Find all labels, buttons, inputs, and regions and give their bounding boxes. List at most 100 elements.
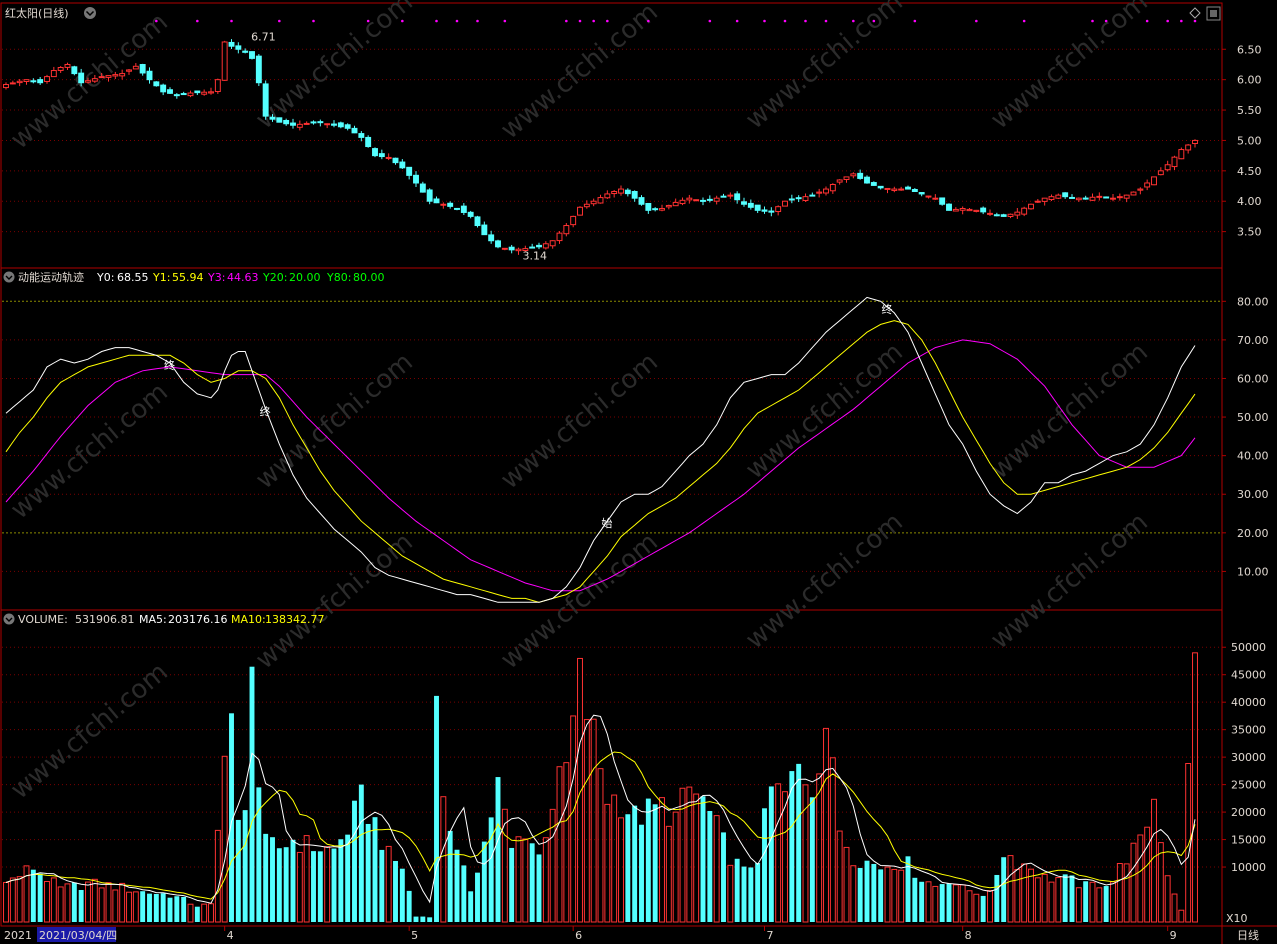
candle[interactable]: [317, 119, 324, 127]
volume-bar[interactable]: [187, 903, 194, 923]
volume-bar[interactable]: [1014, 868, 1021, 923]
candle[interactable]: [816, 188, 823, 198]
volume-bar[interactable]: [413, 916, 419, 922]
volume-bar[interactable]: [529, 843, 535, 922]
volume-bar[interactable]: [755, 863, 761, 922]
candle[interactable]: [85, 77, 91, 84]
volume-bar[interactable]: [809, 797, 815, 922]
volume-bar[interactable]: [693, 793, 700, 923]
candle[interactable]: [665, 204, 672, 210]
candle[interactable]: [1151, 176, 1157, 186]
volume-bar[interactable]: [632, 805, 638, 922]
volume-bar[interactable]: [871, 863, 877, 922]
volume-bar[interactable]: [864, 860, 870, 922]
candle[interactable]: [1069, 194, 1075, 199]
volume-bar[interactable]: [126, 891, 132, 923]
candle[interactable]: [501, 247, 508, 251]
candle[interactable]: [788, 194, 795, 204]
candle[interactable]: [836, 179, 843, 185]
volume-bar[interactable]: [1034, 877, 1041, 923]
candle[interactable]: [870, 181, 877, 186]
candle[interactable]: [406, 166, 413, 180]
volume-bar[interactable]: [665, 825, 672, 923]
volume-bar[interactable]: [475, 872, 480, 922]
candle[interactable]: [208, 87, 214, 95]
volume-bar[interactable]: [201, 903, 208, 923]
volume-bar[interactable]: [932, 885, 939, 923]
volume-bar[interactable]: [1123, 863, 1130, 923]
candle[interactable]: [515, 247, 522, 255]
candle[interactable]: [112, 71, 119, 80]
volume-bar[interactable]: [181, 896, 187, 922]
volume-bar[interactable]: [639, 824, 644, 922]
volume-bar[interactable]: [208, 903, 214, 923]
volume-bar[interactable]: [891, 868, 898, 923]
candle[interactable]: [1171, 155, 1178, 170]
candle[interactable]: [563, 223, 570, 237]
candle[interactable]: [249, 51, 255, 60]
candle[interactable]: [604, 190, 611, 199]
candle[interactable]: [3, 82, 9, 90]
volume-bar[interactable]: [611, 794, 618, 923]
volume-bar[interactable]: [1083, 881, 1089, 922]
volume-bar[interactable]: [167, 897, 173, 922]
volume-bar[interactable]: [679, 787, 686, 923]
candle[interactable]: [132, 63, 139, 70]
candle[interactable]: [255, 54, 262, 87]
candle[interactable]: [993, 212, 1000, 217]
chevron-down-icon[interactable]: [84, 7, 96, 19]
candle[interactable]: [9, 80, 16, 85]
volume-bar[interactable]: [980, 895, 986, 922]
volume-bar[interactable]: [352, 800, 357, 922]
volume-bar[interactable]: [420, 916, 426, 922]
volume-bar[interactable]: [1116, 863, 1123, 923]
candle[interactable]: [91, 74, 98, 83]
candle[interactable]: [242, 48, 249, 54]
volume-bar[interactable]: [542, 837, 549, 923]
volume-bar[interactable]: [229, 713, 234, 922]
candle[interactable]: [296, 120, 303, 131]
volume-bar[interactable]: [147, 893, 152, 922]
candle[interactable]: [1041, 197, 1048, 206]
candle[interactable]: [823, 186, 829, 196]
candle[interactable]: [583, 200, 590, 209]
volume-bar[interactable]: [3, 881, 9, 923]
volume-bar[interactable]: [577, 657, 583, 923]
candle[interactable]: [44, 74, 50, 84]
candle[interactable]: [1164, 160, 1171, 172]
candle[interactable]: [392, 157, 399, 165]
candle[interactable]: [980, 206, 987, 215]
volume-bar[interactable]: [119, 882, 126, 923]
candle[interactable]: [1157, 167, 1164, 176]
candle[interactable]: [474, 215, 481, 228]
volume-bar[interactable]: [829, 757, 836, 923]
volume-bar[interactable]: [597, 768, 604, 923]
candle[interactable]: [1062, 192, 1069, 199]
volume-bar[interactable]: [1075, 887, 1082, 923]
volume-bar[interactable]: [509, 847, 515, 922]
candle[interactable]: [597, 194, 604, 204]
candle[interactable]: [488, 230, 495, 244]
candle[interactable]: [440, 202, 447, 209]
candle[interactable]: [358, 131, 365, 142]
candle[interactable]: [877, 185, 884, 190]
volume-bar[interactable]: [37, 873, 43, 922]
candle[interactable]: [645, 202, 652, 214]
candle[interactable]: [419, 181, 426, 193]
candle[interactable]: [508, 244, 515, 254]
candle[interactable]: [1123, 194, 1130, 203]
ma10-line[interactable]: [5, 751, 1196, 900]
candle[interactable]: [659, 204, 665, 212]
candle[interactable]: [1021, 206, 1028, 217]
volume-bar[interactable]: [372, 817, 378, 922]
volume-bar[interactable]: [1028, 868, 1034, 923]
candle[interactable]: [1007, 213, 1014, 219]
volume-bar[interactable]: [249, 666, 255, 922]
candle[interactable]: [973, 209, 980, 213]
candle[interactable]: [734, 191, 741, 204]
volume-panel[interactable]: [3, 652, 1198, 923]
candle[interactable]: [693, 199, 700, 202]
volume-bar[interactable]: [1096, 887, 1103, 923]
candle[interactable]: [344, 123, 351, 131]
